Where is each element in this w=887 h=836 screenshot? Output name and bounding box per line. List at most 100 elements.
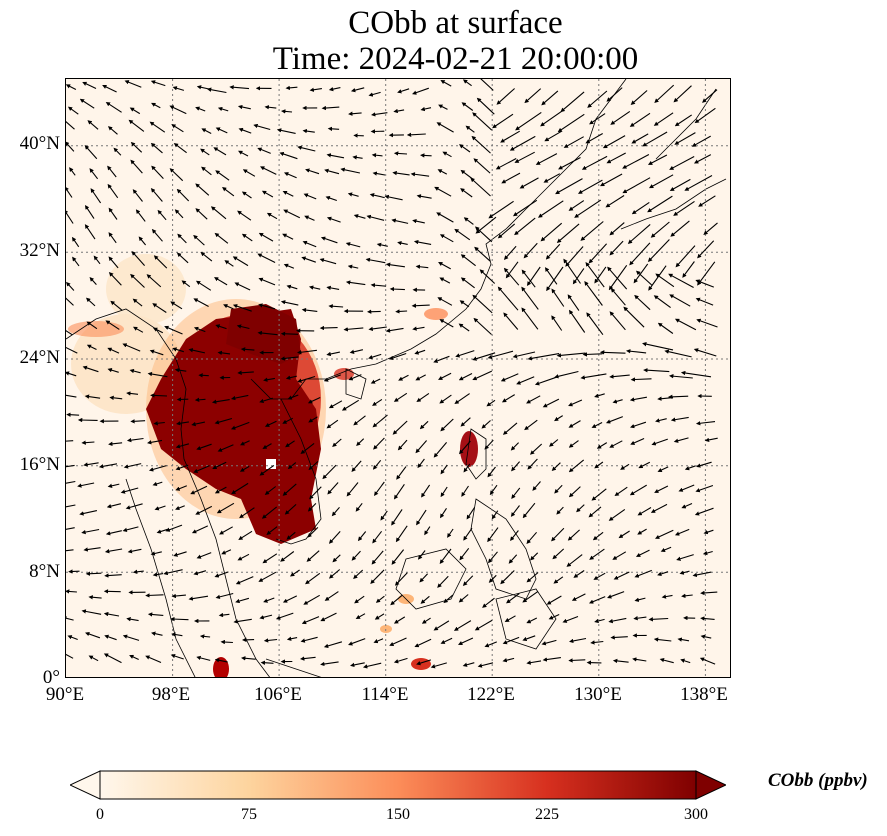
wind-arrow (610, 288, 626, 306)
wind-arrow (442, 151, 452, 158)
wind-arrow (415, 440, 428, 454)
wind-arrow (214, 417, 233, 425)
wind-arrow (213, 147, 227, 156)
wind-arrow (565, 246, 584, 267)
wind-arrow (557, 113, 585, 133)
wind-arrow (421, 484, 431, 498)
wind-arrow (607, 591, 625, 599)
wind-arrow (108, 256, 119, 269)
wind-arrow (368, 326, 387, 332)
wind-arrow (165, 524, 183, 532)
wind-arrow (242, 169, 256, 177)
wind-arrow (704, 437, 718, 443)
wind-arrow (353, 569, 364, 580)
wind-arrow (544, 267, 558, 285)
wind-arrow (150, 80, 166, 87)
wind-arrow (171, 632, 183, 637)
wind-arrow (129, 654, 139, 660)
wind-arrow (215, 324, 227, 330)
wind-arrow (526, 617, 538, 624)
wind-arrow (195, 183, 210, 196)
wind-arrow (412, 87, 429, 95)
wind-arrow (440, 486, 448, 498)
wind-arrow (89, 276, 97, 285)
wind-arrow (146, 274, 162, 288)
wind-arrow (285, 85, 298, 91)
wind-arrow (519, 177, 539, 189)
wind-arrow (172, 86, 185, 91)
wind-arrow (301, 256, 316, 263)
wind-arrow (657, 466, 669, 472)
wind-arrow (602, 135, 626, 149)
wind-arrow (368, 353, 382, 360)
wind-arrow (481, 420, 491, 429)
wind-arrow (633, 263, 649, 284)
wind-arrow (524, 88, 542, 104)
wind-arrow (594, 618, 605, 624)
wind-arrow (264, 486, 277, 495)
wind-arrow (87, 120, 99, 130)
wind-arrow (391, 509, 403, 526)
wind-arrow (66, 121, 75, 130)
wind-arrow (496, 88, 515, 105)
wind-arrow (350, 662, 365, 668)
wind-arrow (147, 371, 168, 378)
wind-arrow (308, 416, 318, 423)
wind-arrow (623, 306, 645, 328)
wind-arrow (370, 569, 385, 584)
wind-arrow (122, 526, 139, 532)
wind-arrow (654, 485, 669, 493)
wind-arrow (684, 175, 713, 191)
wind-arrow (132, 569, 144, 575)
wind-arrow (214, 277, 228, 286)
lon-label-106e: 106°E (254, 684, 302, 705)
lon-label-122e: 122°E (467, 684, 515, 705)
wind-arrow (108, 272, 122, 286)
wind-arrow (546, 266, 564, 292)
wind-arrow (521, 286, 539, 310)
wind-arrow (668, 273, 694, 288)
wind-arrow (651, 438, 668, 446)
wind-arrow (526, 395, 541, 404)
colorbar-tick-75: 75 (241, 806, 257, 823)
wind-arrow (238, 150, 249, 157)
wind-arrow (258, 277, 276, 286)
wind-arrow (695, 297, 714, 306)
wind-arrow (440, 80, 452, 87)
wind-arrow (397, 439, 408, 451)
wind-arrow (433, 355, 450, 363)
map-panel[interactable] (65, 78, 731, 678)
wind-arrow (430, 662, 447, 669)
wind-arrow (472, 112, 493, 131)
wind-arrow (103, 611, 120, 617)
wind-arrow (353, 214, 366, 219)
wind-arrow (240, 347, 255, 352)
wind-arrow (599, 350, 626, 355)
wind-arrow (193, 465, 210, 473)
wind-arrow (466, 507, 476, 520)
wind-arrow (123, 463, 142, 469)
wind-arrow (326, 153, 345, 159)
wind-arrow (439, 548, 452, 564)
colorbar (70, 770, 726, 800)
wind-arrow (568, 459, 585, 473)
wind-arrow (676, 554, 694, 561)
wind-arrow (129, 107, 141, 115)
wind-arrow (411, 303, 430, 308)
wind-arrow (132, 326, 144, 333)
wind-arrow (108, 232, 117, 244)
wind-arrow (84, 145, 98, 160)
wind-arrow (235, 597, 250, 604)
wind-arrow (130, 419, 146, 424)
wind-arrow (406, 132, 426, 137)
wind-arrow (109, 395, 123, 401)
wind-arrow (479, 269, 496, 284)
wind-arrow (157, 209, 167, 221)
wind-arrow (285, 440, 295, 448)
wind-arrow (373, 437, 385, 450)
wind-arrow (366, 214, 385, 221)
wind-arrow (421, 617, 431, 624)
wind-arrow (280, 356, 299, 361)
wind-arrow (475, 216, 497, 234)
wind-arrow (181, 280, 191, 288)
